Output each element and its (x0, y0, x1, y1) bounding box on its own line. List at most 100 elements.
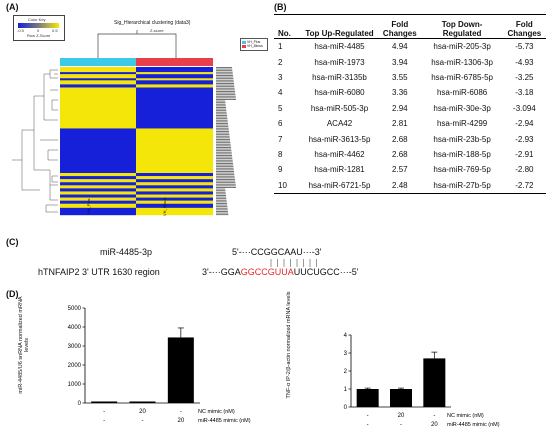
heatmap-cell (136, 182, 213, 186)
table-row: 7 hsa-miR-3613-5p 2.68 hsa-miR-23b-5p -2.93 (274, 131, 546, 146)
row-label (216, 132, 230, 134)
row-label (216, 105, 226, 107)
row-label (216, 70, 233, 72)
utr-seq-5prime: UUCUGCC···-5' (293, 267, 359, 277)
condition-value: - (433, 413, 435, 419)
heatmap-cell (136, 197, 213, 201)
annotation-bar-plus (60, 58, 136, 66)
color-key-tick-high: 0.5 (52, 28, 58, 33)
row-label (216, 177, 235, 179)
row-label (216, 67, 232, 68)
heatmap-cell (60, 84, 136, 88)
row-label (216, 180, 236, 182)
heatmap-cell (136, 194, 213, 198)
heatmap-cell (60, 72, 136, 75)
cell-up-fold: 2.94 (392, 103, 408, 113)
row-label (216, 95, 236, 97)
condition-value: - (367, 422, 369, 428)
condition-value: - (180, 409, 182, 415)
heatmap-panel: Color Key -0.5 0 0.5 Row Z-Score Sig_Hie… (0, 0, 270, 230)
row-label (216, 150, 232, 152)
cell-up-fold: 2.48 (392, 180, 408, 190)
cell-down-fold: -3.18 (515, 88, 534, 98)
y-tick-label: 5000 (68, 306, 82, 312)
table-row: 4 hsa-miR-6080 3.36 hsa-miR-6086 -3.18 (274, 85, 546, 100)
heatmap-graphic (12, 30, 236, 216)
row-label (216, 79, 234, 81)
cell-no: 9 (278, 165, 283, 175)
row-label (216, 123, 228, 124)
row-label (216, 166, 234, 168)
row-label (216, 91, 235, 92)
cell-no: 10 (278, 180, 287, 190)
header-up: Top Up-Regulated (305, 29, 374, 38)
row-label (216, 169, 234, 171)
heatmap-title: Sig_Hierarchical clustering (data3) (114, 20, 191, 26)
heatmap-cell (60, 203, 136, 209)
cell-no: 8 (278, 149, 283, 159)
row-label (216, 193, 226, 195)
cell-no: 7 (278, 134, 283, 144)
cell-no: 4 (278, 88, 283, 98)
row-label (216, 142, 231, 144)
row-label (216, 147, 231, 148)
row-label (216, 148, 232, 150)
cell-up-mirna: hsa-miR-4462 (314, 149, 365, 159)
row-label (216, 94, 236, 96)
row-label (216, 119, 228, 121)
utr-seq-3prime: 3'-···GGA (202, 267, 241, 277)
row-label (216, 187, 236, 188)
row-label (216, 206, 228, 208)
heatmap-cell (60, 197, 136, 201)
color-key-title: Color Key (28, 17, 46, 22)
heatmap-cell (136, 74, 213, 79)
binding-panel: miR-4485-3p 5'-···CCGGCAAU···-3' hTNFAIP… (0, 240, 550, 285)
cell-down-mirna: hsa-miR-205-3p (433, 42, 491, 52)
row-label (216, 129, 229, 131)
heatmap-cell (136, 200, 213, 204)
row-label (216, 203, 227, 204)
row-label (216, 199, 227, 201)
row-label (216, 183, 236, 185)
row-label (216, 84, 235, 86)
panel-d-label: (D) (6, 289, 19, 299)
cell-up-fold: 2.68 (392, 134, 408, 144)
row-label (216, 121, 228, 123)
heatmap-cell (136, 188, 213, 192)
cell-up-mirna: hsa-miR-1973 (314, 57, 365, 67)
cell-down-fold: -2.91 (515, 149, 534, 159)
row-label (216, 198, 227, 200)
cell-up-mirna: hsa-miR-3135b (312, 72, 367, 82)
cell-up-fold: 3.55 (392, 72, 408, 82)
base-pairing-lines (270, 259, 317, 267)
cell-down-fold: -2.93 (515, 134, 534, 144)
row-label (216, 107, 226, 108)
row-label (216, 201, 227, 203)
heatmap-cell (60, 176, 136, 180)
row-label (216, 115, 227, 116)
heatmap-cell (136, 78, 213, 81)
row-label (216, 179, 235, 180)
heatmap-cell (60, 78, 136, 81)
condition-value: - (142, 418, 144, 424)
table-row: 8 hsa-miR-4462 2.68 hsa-miR-188-5p -2.91 (274, 147, 546, 162)
mirna-seq-5prime: 5'-··· (232, 247, 251, 257)
row-label (216, 102, 226, 104)
column-label-minus: VH_Minus (162, 197, 167, 216)
heatmap-cell (60, 207, 136, 216)
row-label (216, 110, 227, 112)
cell-no: 1 (278, 42, 283, 52)
condition-value: 20 (139, 409, 146, 415)
table-body: 1 hsa-miR-4485 4.94 hsa-miR-205-3p -5.73 2 hsa… (274, 39, 546, 194)
heatmap-cell (136, 176, 213, 180)
condition-label: miR-4485 mimic (nM) (447, 422, 500, 428)
heatmap-cell (60, 179, 136, 183)
row-label (216, 75, 233, 76)
condition-value: - (367, 413, 369, 419)
cell-up-fold: 2.57 (392, 165, 408, 175)
condition-label: miR-4485 mimic (nM) (198, 418, 251, 424)
heatmap-cell (60, 80, 136, 85)
row-label (216, 161, 233, 163)
heatmap-cell (60, 191, 136, 195)
cell-down-fold: -2.94 (515, 119, 534, 129)
